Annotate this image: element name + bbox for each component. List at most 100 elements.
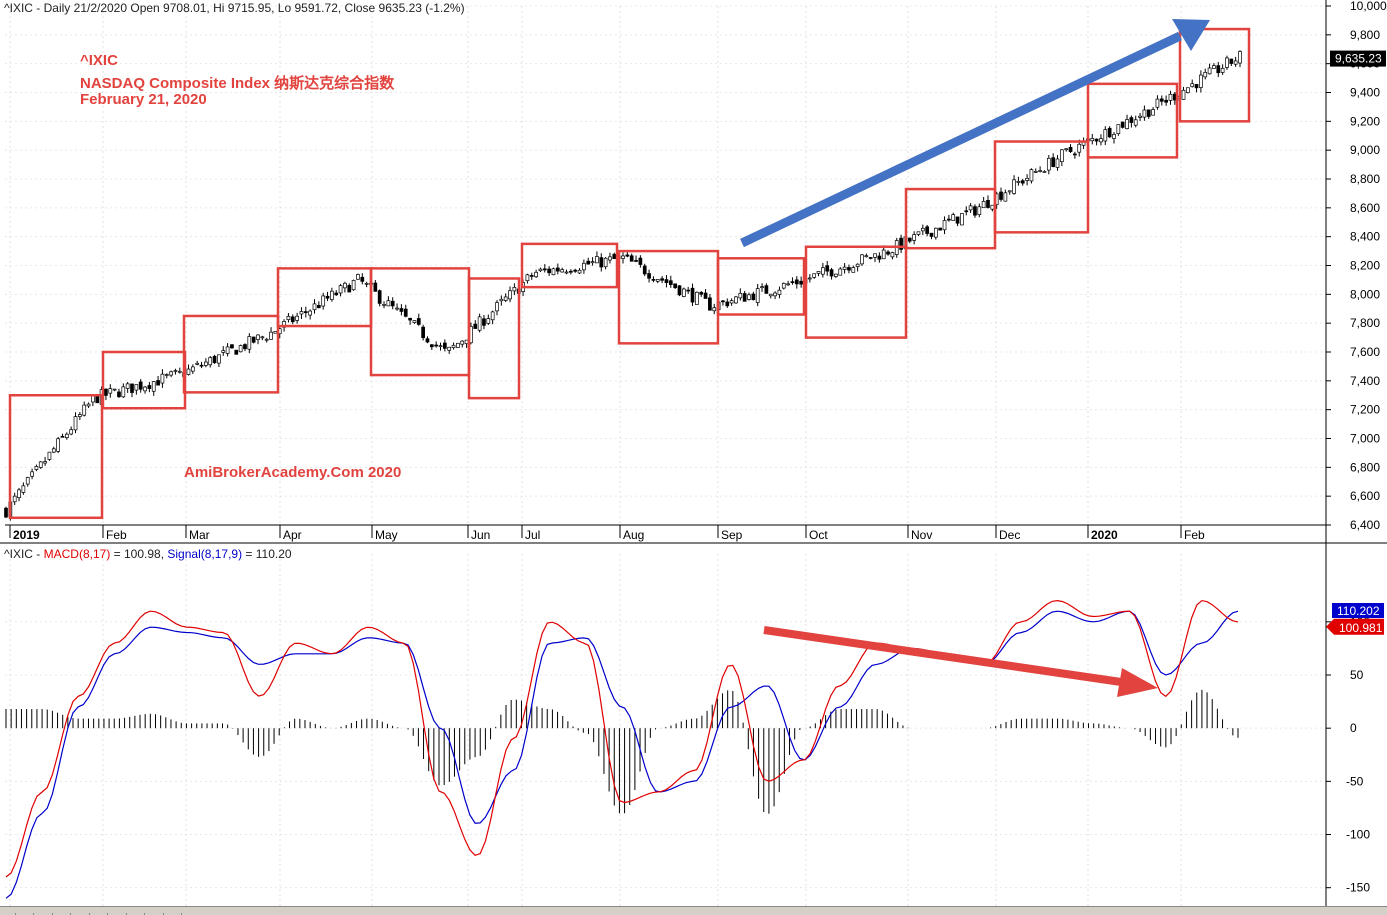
candle-body bbox=[477, 316, 482, 331]
candle-body bbox=[25, 477, 30, 485]
candle-body bbox=[960, 213, 964, 226]
monthly-range-box bbox=[1086, 82, 1179, 159]
candle-body bbox=[586, 260, 591, 265]
signal-badge bbox=[1332, 603, 1384, 619]
candle-body bbox=[829, 269, 834, 277]
macd-value: = 100.98, bbox=[110, 547, 168, 561]
candle-body bbox=[877, 255, 882, 260]
uptrend-arrow-shaft bbox=[740, 31, 1182, 248]
date-axis: 2019 Feb Mar Apr May Jun Jul Aug Sep Oct Nov Dec 202… bbox=[5, 524, 1326, 542]
candle-body bbox=[1116, 124, 1121, 134]
candle-body bbox=[860, 254, 864, 265]
macd-histogram bbox=[5, 689, 1239, 814]
candle-body bbox=[1133, 119, 1138, 126]
candle-body bbox=[295, 315, 299, 321]
candle-body bbox=[416, 318, 421, 325]
candle-body bbox=[1203, 72, 1208, 78]
candle-body bbox=[130, 383, 134, 393]
candle-body bbox=[825, 265, 830, 272]
candle-body bbox=[1094, 138, 1099, 142]
candle-body bbox=[508, 290, 512, 300]
candle-body bbox=[912, 234, 916, 241]
monthly-range-boxes bbox=[8, 27, 1251, 520]
candle-body bbox=[377, 290, 382, 304]
candle-body bbox=[1238, 51, 1242, 64]
candle-body bbox=[225, 346, 230, 354]
candle-body bbox=[316, 305, 321, 309]
candle-body bbox=[78, 414, 82, 417]
candle-body bbox=[460, 340, 465, 345]
candle-body bbox=[933, 227, 938, 238]
candle-body bbox=[290, 316, 295, 323]
month-label: Jun bbox=[471, 528, 490, 542]
candle-body bbox=[564, 271, 569, 274]
candle-body bbox=[1003, 192, 1008, 202]
candle-body bbox=[799, 280, 803, 285]
candle-body bbox=[190, 366, 195, 372]
candle-body bbox=[160, 373, 165, 384]
candle-body bbox=[299, 311, 304, 315]
candle-body bbox=[999, 191, 1003, 200]
signal-value: = 110.20 bbox=[242, 547, 292, 561]
candle-body bbox=[495, 302, 499, 312]
month-label: Jul bbox=[525, 528, 540, 542]
candle-body bbox=[968, 205, 973, 211]
candle-body bbox=[347, 285, 352, 293]
candle-body bbox=[156, 380, 160, 386]
macd-tick-label: 0 bbox=[1350, 721, 1357, 735]
candle-body bbox=[321, 295, 326, 307]
macd-grid bbox=[5, 554, 1326, 906]
candle-body bbox=[1064, 148, 1069, 151]
candle-body bbox=[503, 296, 508, 301]
candle-body bbox=[51, 448, 56, 453]
macd-header: ^IXIC - MACD(8,17) = 100.98, Signal(8,17… bbox=[4, 547, 292, 561]
candle-body bbox=[847, 267, 851, 271]
candle-body bbox=[660, 278, 664, 281]
candle-body bbox=[1055, 158, 1060, 168]
month-label: Dec bbox=[999, 528, 1020, 542]
candle-body bbox=[447, 346, 452, 351]
candle-body bbox=[373, 282, 378, 292]
candle-body bbox=[456, 342, 460, 348]
candle-body bbox=[738, 293, 743, 299]
price-tick-label: 6,400 bbox=[1350, 518, 1380, 532]
candle-body bbox=[486, 318, 491, 324]
price-tick-label: 10,000 bbox=[1350, 0, 1387, 13]
candle-body bbox=[60, 435, 65, 438]
candle-body bbox=[443, 342, 447, 349]
candle-body bbox=[121, 386, 126, 398]
candle-body bbox=[569, 270, 573, 273]
candle-body bbox=[264, 338, 269, 341]
candle-body bbox=[929, 232, 934, 237]
candle-body bbox=[973, 206, 977, 216]
candle-body bbox=[1138, 115, 1142, 118]
candle-body bbox=[821, 267, 825, 275]
candle-body bbox=[699, 292, 704, 295]
candle-body bbox=[986, 200, 990, 208]
candle-body bbox=[1103, 129, 1108, 142]
price-tick-label: 6,800 bbox=[1350, 460, 1380, 474]
month-label: Mar bbox=[189, 528, 210, 542]
candle-body bbox=[356, 274, 360, 280]
candle-body bbox=[916, 231, 921, 235]
candle-body bbox=[534, 271, 538, 278]
annotation-date: February 21, 2020 bbox=[80, 91, 207, 108]
price-tick-label: 7,800 bbox=[1350, 316, 1380, 330]
candle-body bbox=[655, 279, 660, 282]
candle-body bbox=[942, 220, 947, 231]
last-close-badge bbox=[1330, 50, 1386, 67]
candle-body bbox=[873, 253, 877, 258]
candle-body bbox=[842, 266, 847, 270]
price-tick-label: 7,400 bbox=[1350, 374, 1380, 388]
candle-body bbox=[256, 334, 260, 340]
macd-line bbox=[5, 599, 1239, 878]
macd-tick-label: -50 bbox=[1346, 774, 1364, 788]
candle-body bbox=[525, 274, 530, 282]
candle-body bbox=[1046, 157, 1051, 171]
candle-body bbox=[612, 253, 617, 260]
candle-body bbox=[17, 489, 21, 499]
candle-body bbox=[725, 301, 730, 307]
candle-body bbox=[855, 263, 860, 267]
candle-body bbox=[1220, 67, 1225, 73]
signal-label: Signal(8,17,9) bbox=[167, 547, 243, 561]
